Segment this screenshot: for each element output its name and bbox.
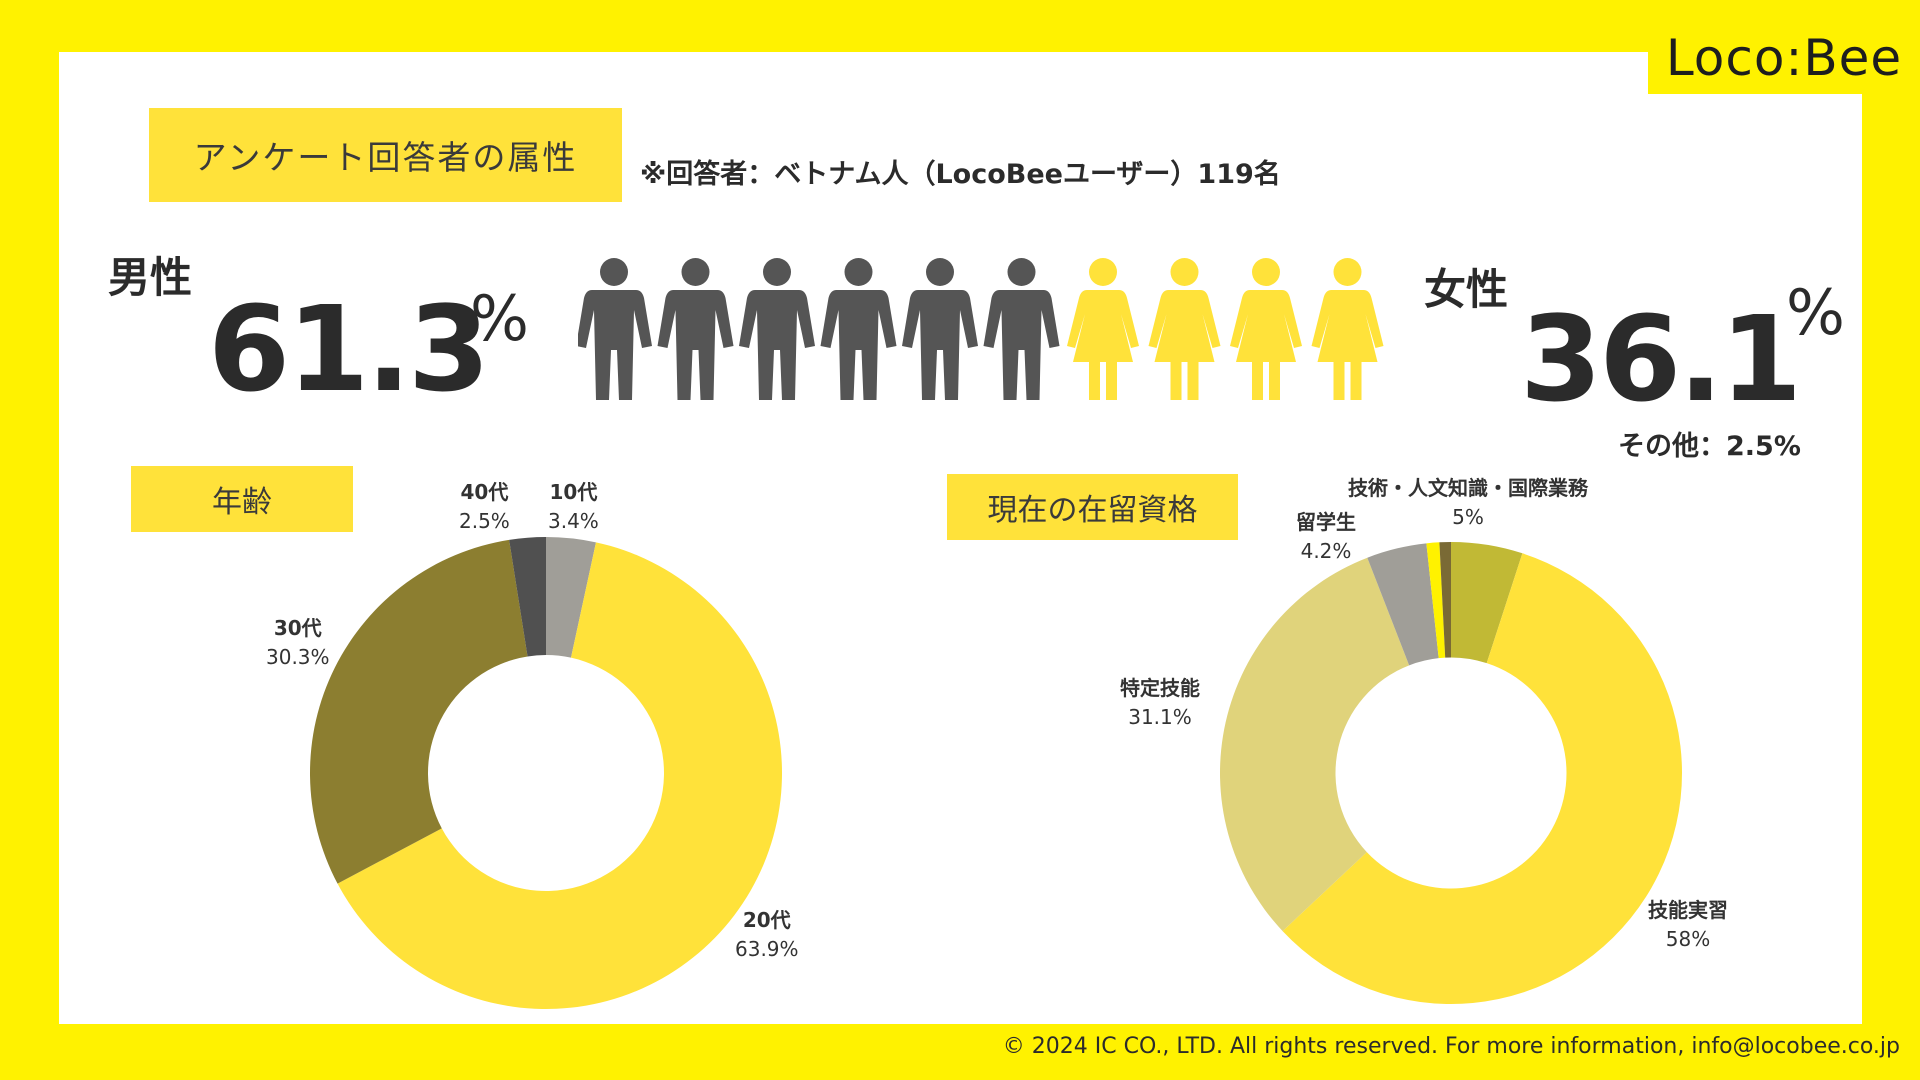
age-slice-0 — [546, 537, 596, 658]
female-person-icon — [1148, 258, 1221, 400]
female-label: 女性 — [1424, 265, 1509, 314]
visa-section-title: 現在の在留資格 — [947, 474, 1238, 540]
age-donut-chart — [310, 537, 782, 1009]
survey-title: アンケート回答者の属性 — [149, 108, 622, 202]
age-slice-2 — [310, 539, 528, 884]
logo-text: Loco:Bee — [1665, 29, 1903, 87]
visa-slice-5 — [1439, 542, 1451, 658]
male-person-icon — [578, 258, 652, 400]
visa-slice-0 — [1451, 542, 1523, 664]
logo[interactable]: Loco:Bee — [1648, 22, 1920, 94]
visa-slice-2 — [1220, 557, 1410, 932]
age-30s-value: 30.3% — [266, 645, 330, 669]
age-10s-name: 10代 — [549, 480, 598, 504]
age-40s-name: 40代 — [460, 480, 509, 504]
age-label-10s: 10代 3.4% — [548, 478, 599, 536]
visa-label-trainee: 技能実習 58% — [1648, 896, 1728, 954]
age-label-20s: 20代 63.9% — [735, 906, 799, 964]
age-label-30s: 30代 30.3% — [266, 614, 330, 672]
visa-specified-name: 特定技能 — [1120, 676, 1200, 700]
respondents-note: ※回答者：ベトナム人（LocoBeeユーザー）119名 — [640, 159, 1281, 190]
other-gender-label: その他：2.5% — [1618, 431, 1801, 462]
visa-slice-1 — [1282, 553, 1682, 1004]
visa-donut-chart — [1220, 542, 1682, 1004]
female-percent-sign: % — [1786, 276, 1845, 349]
age-label-40s: 40代 2.5% — [459, 478, 510, 536]
visa-slice-3 — [1367, 543, 1439, 666]
male-person-icon — [739, 258, 815, 400]
male-person-icon — [820, 258, 897, 400]
age-10s-value: 3.4% — [548, 509, 599, 533]
male-person-icon — [983, 258, 1060, 400]
age-section-title: 年齢 — [131, 466, 353, 532]
visa-student-value: 4.2% — [1300, 539, 1352, 563]
people-icons — [578, 258, 1384, 400]
visa-label-engineer: 技術・人文知識・国際業務 5% — [1348, 474, 1588, 532]
visa-slice-4 — [1426, 542, 1446, 659]
visa-engineer-name: 技術・人文知識・国際業務 — [1348, 476, 1588, 500]
male-person-icon — [657, 258, 734, 400]
male-label: 男性 — [108, 253, 193, 302]
visa-label-student: 留学生 4.2% — [1296, 508, 1356, 566]
age-30s-name: 30代 — [273, 616, 322, 640]
visa-trainee-value: 58% — [1665, 927, 1711, 951]
female-person-icon — [1311, 258, 1384, 400]
visa-engineer-value: 5% — [1452, 505, 1484, 529]
visa-label-specified: 特定技能 31.1% — [1120, 674, 1200, 732]
male-person-icon — [902, 258, 978, 400]
female-value: 36.1 — [1520, 290, 1802, 428]
age-20s-name: 20代 — [742, 908, 791, 932]
female-person-icon — [1067, 258, 1139, 400]
copyright-footer: © 2024 IC CO., LTD. All rights reserved.… — [1002, 1034, 1900, 1059]
visa-trainee-name: 技能実習 — [1648, 898, 1728, 922]
female-person-icon — [1230, 258, 1302, 400]
age-slice-3 — [509, 537, 546, 657]
male-value: 61.3 — [208, 280, 490, 418]
age-20s-value: 63.9% — [735, 937, 799, 961]
age-40s-value: 2.5% — [459, 509, 510, 533]
age-slice-1 — [337, 542, 782, 1009]
visa-specified-value: 31.1% — [1128, 705, 1192, 729]
visa-student-name: 留学生 — [1296, 510, 1356, 534]
male-percent-sign: % — [470, 282, 529, 355]
